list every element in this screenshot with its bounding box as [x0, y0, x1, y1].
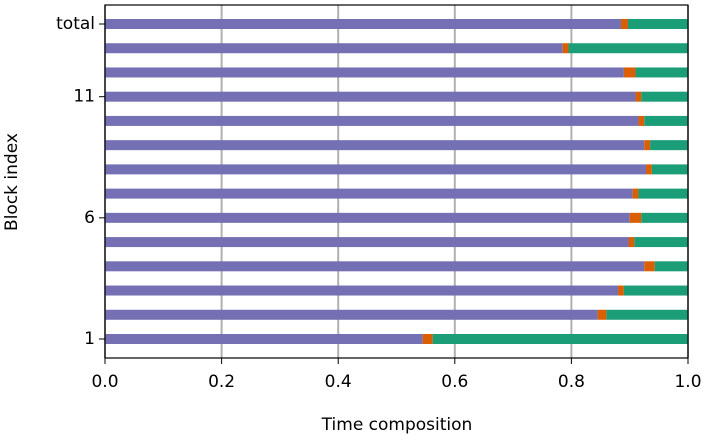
bar-segment: [105, 212, 630, 223]
bar-segment: [597, 309, 607, 320]
bar-segment: [627, 19, 688, 29]
bar-segment: [646, 164, 652, 175]
bar-segment: [568, 43, 688, 54]
bar-segment: [628, 237, 635, 248]
bar-segment: [620, 19, 628, 29]
x-tick-label: 1.0: [674, 372, 701, 392]
bar-segment: [105, 237, 629, 248]
bar-segment: [634, 237, 688, 248]
bar-segment: [105, 188, 633, 199]
y-tick-label: 11: [73, 87, 95, 107]
bar-segment: [105, 334, 423, 344]
x-tick-label: 0.8: [558, 372, 585, 392]
bar-segment: [562, 43, 569, 54]
bar-segment: [638, 115, 645, 126]
bar-segment: [105, 285, 619, 296]
x-tick-label: 0.2: [208, 372, 235, 392]
y-axis-label: Block index: [2, 133, 22, 231]
bar-segment: [422, 334, 433, 344]
bar-segment: [644, 140, 651, 151]
bar-segment: [105, 43, 563, 54]
bar-segment: [618, 285, 624, 296]
x-tick-label: 0.4: [325, 372, 352, 392]
y-tick-label: total: [56, 14, 95, 34]
bar-segment: [651, 164, 688, 175]
y-tick-label: 6: [84, 208, 95, 228]
bar-segment: [638, 188, 688, 199]
x-axis-label: Time composition: [321, 415, 473, 435]
x-tick-label: 0.0: [91, 372, 118, 392]
bar-segment: [644, 261, 655, 272]
bar-segment: [105, 261, 645, 272]
bar-segment: [635, 91, 642, 102]
bar-segment: [641, 91, 688, 102]
plot-frame: [104, 4, 689, 359]
bar-segment: [641, 212, 688, 223]
bar-segment: [105, 115, 639, 126]
bar-segment: [654, 261, 688, 272]
y-tick-label: 1: [84, 329, 95, 349]
bar-segment: [623, 67, 636, 78]
bar-segment: [105, 67, 624, 78]
bar-segment: [105, 91, 636, 102]
bar-segment: [105, 164, 647, 175]
x-tick-label: 0.6: [441, 372, 468, 392]
bar-segment: [623, 285, 688, 296]
bar-segment: [105, 19, 621, 29]
bar-segment: [635, 67, 688, 78]
bar-segment: [105, 309, 598, 320]
bar-segment: [644, 115, 688, 126]
bar-segment: [606, 309, 688, 320]
bar-segment: [432, 334, 688, 344]
bar-segment: [632, 188, 639, 199]
bar-segment: [629, 212, 642, 223]
bar-segment: [650, 140, 688, 151]
bar-segment: [105, 140, 645, 151]
